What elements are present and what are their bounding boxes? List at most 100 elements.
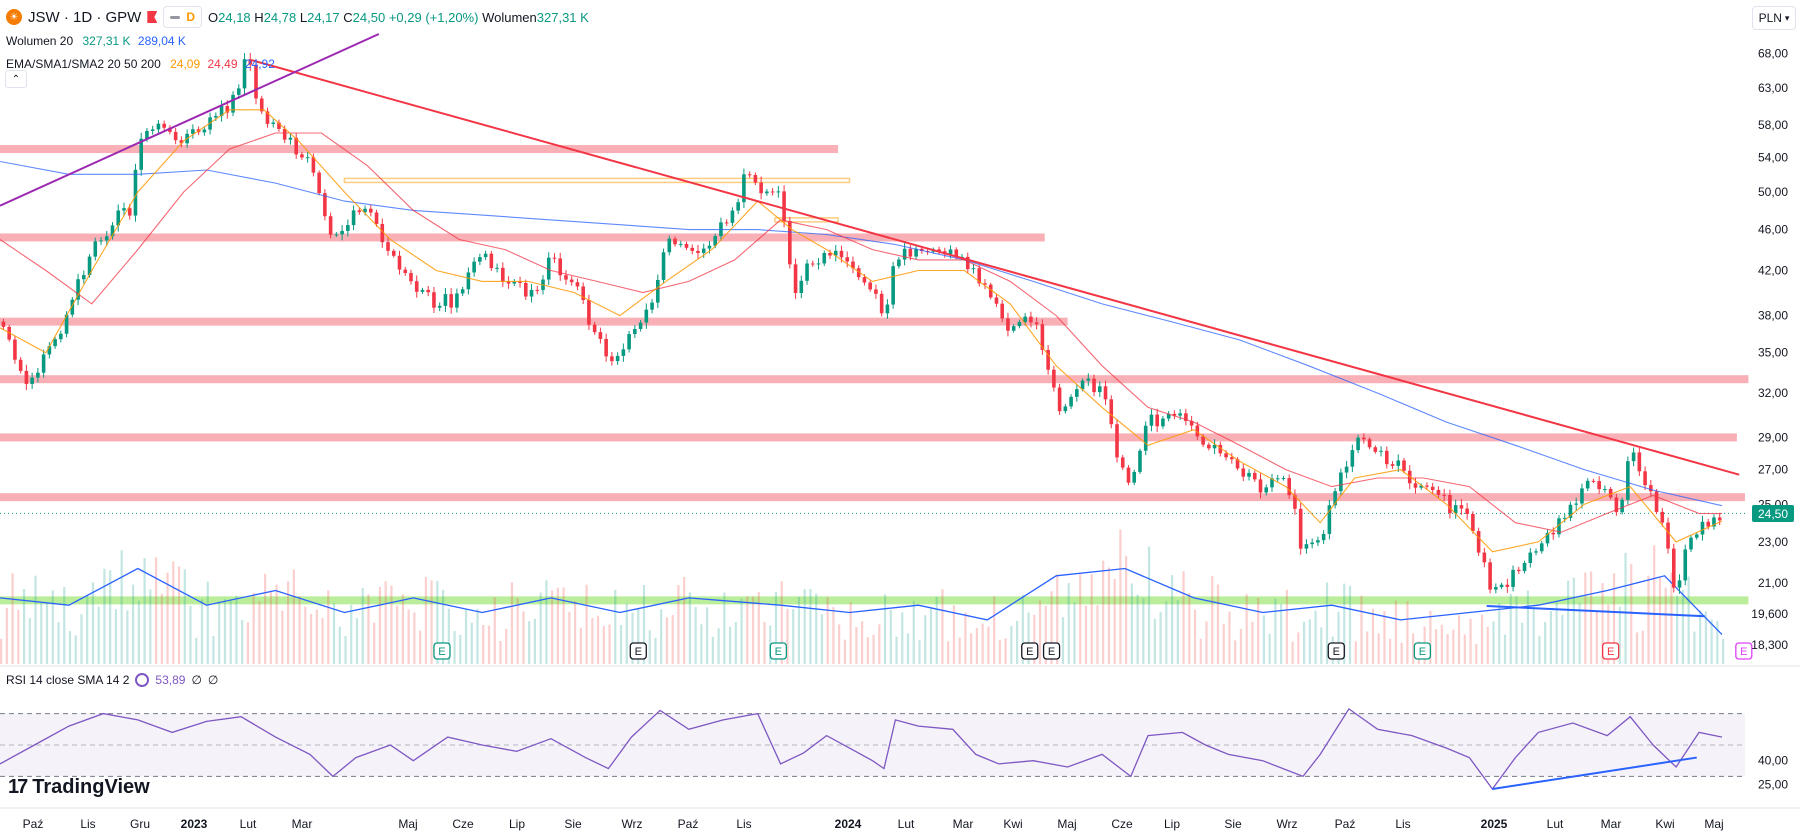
event-marker-2[interactable] xyxy=(769,642,787,660)
chart-type-pill[interactable]: D xyxy=(163,6,202,28)
candle-body xyxy=(661,252,666,280)
candle-body xyxy=(1195,425,1200,437)
candle-body xyxy=(1562,517,1567,519)
candle-body xyxy=(592,324,597,333)
trendline-2[interactable] xyxy=(1486,604,1705,618)
volume-bar xyxy=(1578,603,1581,664)
collapse-legend-button[interactable]: ⌃ xyxy=(5,70,27,88)
candle-body xyxy=(937,249,941,252)
volume-bar xyxy=(177,566,181,664)
volume-bar xyxy=(1222,624,1225,664)
volume-legend[interactable]: Wolumen 20 327,31 K 289,04 K xyxy=(6,34,186,48)
volume-bar xyxy=(281,610,284,664)
candle-body xyxy=(621,349,626,356)
candle-body xyxy=(1517,569,1521,572)
volume-bar xyxy=(22,588,26,664)
volume-bar xyxy=(1383,611,1386,664)
event-marker-8[interactable] xyxy=(1735,642,1753,660)
candle-body xyxy=(1149,414,1154,426)
trendline-1[interactable] xyxy=(0,33,380,207)
volume-bar xyxy=(1549,611,1552,664)
candle-body xyxy=(948,249,953,255)
time-tick-label: Lut xyxy=(898,817,915,831)
rsi-trendline[interactable] xyxy=(1492,756,1697,790)
candle-body xyxy=(839,250,844,258)
resistance-zone-0[interactable] xyxy=(0,145,839,154)
volume-bar xyxy=(269,590,272,664)
flag-icon[interactable] xyxy=(147,11,158,23)
event-marker-1[interactable] xyxy=(629,642,647,660)
orange-box-1[interactable] xyxy=(343,177,851,184)
volume-bar xyxy=(619,625,623,664)
tradingview-logo[interactable]: 17 TradingView xyxy=(8,776,150,798)
resistance-zone-4[interactable] xyxy=(0,433,1737,442)
candle-body xyxy=(506,281,511,284)
volume-bar xyxy=(1538,636,1541,664)
trendline-0[interactable] xyxy=(251,59,1740,476)
candle-body xyxy=(954,249,959,258)
candle-body xyxy=(1052,369,1056,388)
price-tick-label: 32,00 xyxy=(1758,386,1788,400)
volume-bar xyxy=(154,557,158,664)
volume-bar xyxy=(235,595,238,664)
volume-bar xyxy=(1165,601,1168,664)
volume-bar xyxy=(1337,611,1340,664)
sync-icon[interactable] xyxy=(135,673,150,687)
event-marker-5[interactable] xyxy=(1327,642,1345,660)
candle-body xyxy=(851,261,855,269)
legend-main: ☀ JSW · 1D · GPW D O24,18 H24,78 L24,17 … xyxy=(6,6,589,28)
volume-bar xyxy=(1492,621,1495,664)
minus-icon xyxy=(170,15,181,19)
volume-bar xyxy=(792,609,795,664)
ma-legend[interactable]: EMA/SMA1/SMA2 20 50 200 24,09 24,49 24,9… xyxy=(6,57,275,71)
candle-body xyxy=(1620,499,1624,513)
volume-bar xyxy=(614,589,617,664)
volume-bar xyxy=(671,614,674,664)
candle-body xyxy=(908,248,913,257)
volume-bar xyxy=(166,572,169,664)
candle-body xyxy=(994,297,999,304)
event-marker-3[interactable] xyxy=(1021,642,1039,660)
candle-body xyxy=(478,257,482,262)
resistance-zone-2[interactable] xyxy=(0,317,1068,326)
volume-bar xyxy=(1664,587,1667,664)
candle-body xyxy=(610,356,614,362)
candle-body xyxy=(1689,537,1693,550)
candle-body xyxy=(1075,389,1079,397)
candle-body xyxy=(1109,399,1114,425)
candle-body xyxy=(759,182,763,194)
candle-body xyxy=(707,245,712,249)
event-marker-0[interactable] xyxy=(433,642,451,660)
volume-bar xyxy=(332,603,336,664)
resistance-zone-5[interactable] xyxy=(0,493,1745,502)
volume-bar xyxy=(51,590,54,664)
candle-body xyxy=(1,321,6,327)
volume-bar xyxy=(355,618,359,664)
candle-body xyxy=(1321,533,1326,541)
volume-bar xyxy=(447,608,450,664)
volume-bar xyxy=(183,569,186,664)
volume-bar xyxy=(1480,614,1484,664)
symbol-title[interactable]: JSW · 1D · GPW xyxy=(28,8,142,26)
price-tick-label: 35,00 xyxy=(1758,346,1788,360)
resistance-zone-1[interactable] xyxy=(0,233,1045,242)
volume-bar xyxy=(895,636,898,664)
volume-bar xyxy=(1297,632,1300,664)
candle-body xyxy=(753,175,758,183)
event-marker-4[interactable] xyxy=(1042,642,1061,660)
support-zone[interactable] xyxy=(0,596,1749,605)
volume-bar xyxy=(309,613,313,664)
candle-body xyxy=(1207,444,1211,449)
candle-body xyxy=(1597,481,1601,490)
rsi-legend[interactable]: RSI 14 close SMA 14 2 53,89 ∅ ∅ xyxy=(6,673,219,687)
time-tick-label: Sie xyxy=(564,817,582,831)
currency-selector[interactable]: PLN ▾ xyxy=(1752,6,1796,30)
event-marker-7[interactable] xyxy=(1601,642,1620,660)
event-marker-6[interactable] xyxy=(1413,642,1432,660)
time-tick-label: Paź xyxy=(1335,817,1356,831)
orange-box-2[interactable] xyxy=(774,217,839,223)
candle-body xyxy=(1482,552,1487,563)
resistance-zone-3[interactable] xyxy=(0,375,1749,384)
volume-bar xyxy=(533,618,537,664)
